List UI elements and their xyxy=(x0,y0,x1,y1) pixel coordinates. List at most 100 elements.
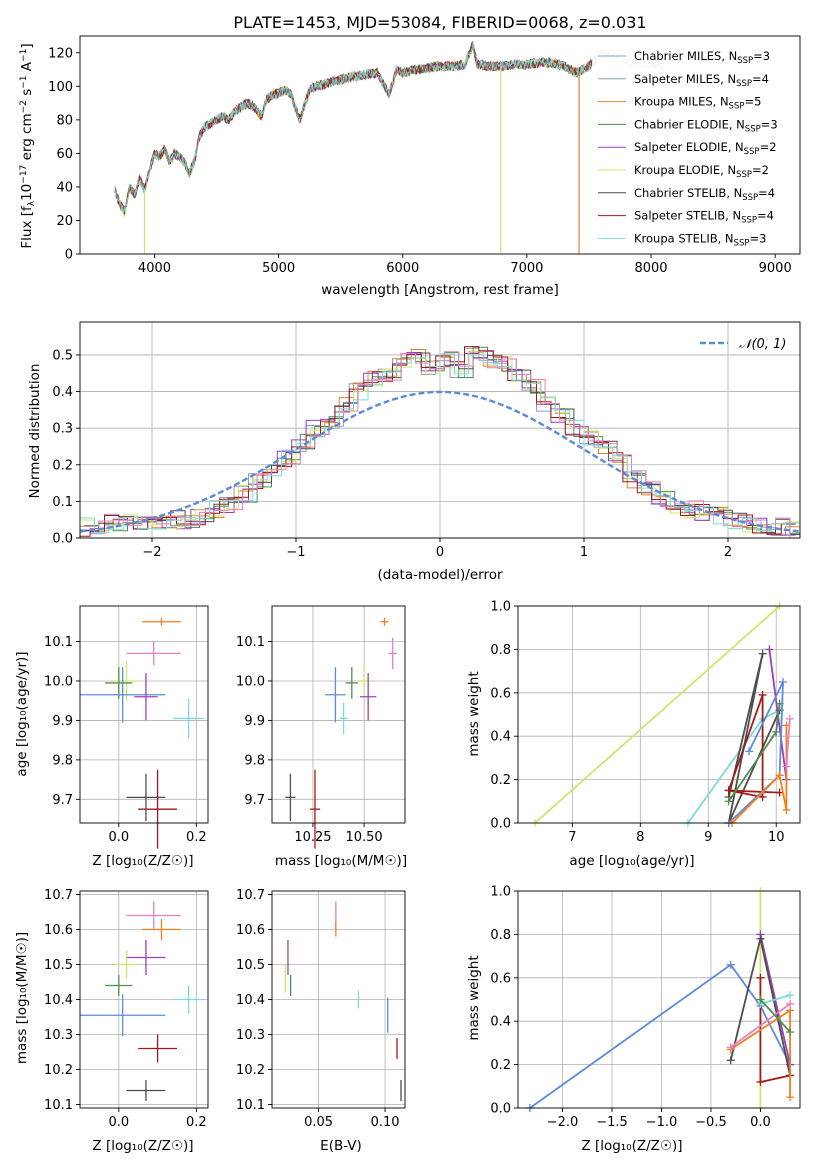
weight-series xyxy=(756,995,795,1037)
y-tick-label: 10.0 xyxy=(236,674,265,689)
weight-vs-z-plot: −2.0 −1.5 −1.0 −0.5 0.0 0.0 0.2 0.4 0.6 0.8 1.0 xyxy=(490,885,801,1130)
x-tick-label: 5000 xyxy=(262,261,295,276)
age-vs-mass-plot: 10.25 10.50 9.7 9.8 9.9 10.0 10.1 xyxy=(236,605,406,849)
x-tick-label: 10.50 xyxy=(345,830,382,845)
errorbar-point xyxy=(105,975,133,996)
residual-histogram xyxy=(80,350,800,533)
y-tick-label: 0.0 xyxy=(490,1102,511,1117)
errorbar-point xyxy=(105,667,133,699)
errorbar-point xyxy=(126,1080,166,1101)
mass-vs-ebv-xlabel: E(B-V) xyxy=(320,1138,362,1154)
x-tick-label: 8 xyxy=(636,830,644,845)
errorbar-point xyxy=(285,773,296,822)
residuals-plot: −2 −1 0 1 2 0.0 0.1 0.2 0.3 0.4 0.5 xyxy=(52,321,801,560)
axes-frame xyxy=(271,605,406,824)
mass-vs-z-plot: 0.0 0.2 10.1 10.2 10.3 10.4 10.5 10.6 10.7 xyxy=(44,888,209,1130)
y-tick-label: 60 xyxy=(56,147,73,162)
spectrum-line xyxy=(114,44,597,216)
y-tick-label: 0.8 xyxy=(490,643,511,658)
weight-series xyxy=(724,690,784,801)
residual-histogram xyxy=(80,346,796,537)
weight-series xyxy=(525,960,795,1112)
errorbar-point xyxy=(173,698,205,739)
weight-series xyxy=(724,677,788,827)
residuals-ylabel: Normed distribution xyxy=(27,364,43,499)
axes-frame xyxy=(271,890,406,1109)
y-tick-label: 9.8 xyxy=(244,753,265,768)
y-tick-label: 10.1 xyxy=(44,635,73,650)
x-tick-label: 10 xyxy=(768,830,785,845)
spectrum-panel: PLATE=1453, MJD=53084, FIBERID=0068, z=0… xyxy=(19,13,801,298)
legend-entry: Salpeter STELIB, NSSP=4 xyxy=(634,209,774,226)
y-tick-label: 10.5 xyxy=(44,958,73,973)
x-tick-label: 0.2 xyxy=(186,1115,207,1130)
normal-curve xyxy=(79,390,801,533)
y-tick-label: 80 xyxy=(56,113,73,128)
y-tick-label: 1.0 xyxy=(490,600,511,615)
x-tick-label: 9000 xyxy=(759,261,792,276)
age-vs-mass-panel: 10.25 10.50 9.7 9.8 9.9 10.0 10.1 mass [log₁₀(… xyxy=(236,605,407,869)
x-tick-label: −1.0 xyxy=(646,1115,678,1130)
normal-legend-label: 𝒩(0, 1) xyxy=(739,337,786,352)
y-tick-label: 10.2 xyxy=(44,1063,73,1078)
y-tick-label: 10.1 xyxy=(236,1098,265,1113)
mass-vs-z-xlabel: Z [log₁₀(Z/Z☉)] xyxy=(92,1138,193,1154)
y-tick-label: 10.1 xyxy=(236,635,265,650)
y-tick-label: 10.2 xyxy=(236,1063,265,1078)
weight-vs-age-panel: 7 8 9 10 0.0 0.2 0.4 0.6 0.8 1.0 age [log₁₀(age/y… xyxy=(466,600,801,869)
mass-vs-ebv-panel: 0.05 0.10 10.1 10.2 10.3 10.4 10.5 10.6 10.7 E(B… xyxy=(236,888,406,1154)
spectrum-line xyxy=(114,44,597,214)
data-marks xyxy=(80,901,205,1101)
y-tick-label: 9.9 xyxy=(244,714,265,729)
y-tick-label: 9.7 xyxy=(52,793,73,808)
errorbar-point xyxy=(359,673,377,721)
spectrum-plot: 4000 5000 6000 7000 8000 9000 0 20 40 60 80 100 120 xyxy=(48,35,801,276)
legend-background xyxy=(592,42,796,248)
spectrum-xlabel: wavelength [Angstrom, rest frame] xyxy=(321,282,559,298)
x-tick-label: 10.25 xyxy=(294,830,331,845)
y-tick-label: 0.0 xyxy=(490,817,511,832)
y-tick-label: 10.3 xyxy=(44,1028,73,1043)
spectrum-legend: Chabrier MILES, NSSP=3 Salpeter MILES, NS… xyxy=(592,42,796,248)
residuals-legend: 𝒩(0, 1) xyxy=(700,337,786,352)
y-tick-label: 0.1 xyxy=(52,495,73,510)
x-tick-label: 0.0 xyxy=(108,1115,129,1130)
y-tick-label: 9.9 xyxy=(52,714,73,729)
x-tick-label: 7 xyxy=(568,830,576,845)
figure-title: PLATE=1453, MJD=53084, FIBERID=0068, z=0… xyxy=(233,13,646,32)
errorbar-point xyxy=(339,702,348,735)
legend-entry: Chabrier ELODIE, NSSP=3 xyxy=(634,117,778,134)
y-tick-label: 0.2 xyxy=(52,458,73,473)
x-tick-label: 0.05 xyxy=(304,1115,333,1130)
axes-frame xyxy=(517,890,801,1109)
x-tick-label: −1 xyxy=(286,545,305,560)
y-tick-label: 10.4 xyxy=(236,993,265,1008)
x-tick-label: −0.5 xyxy=(695,1115,727,1130)
y-tick-label: 10.3 xyxy=(236,1028,265,1043)
x-tick-label: −2 xyxy=(142,545,161,560)
y-tick-label: 1.0 xyxy=(490,885,511,900)
weight-vs-z-panel: −2.0 −1.5 −1.0 −0.5 0.0 0.0 0.2 0.4 0.6 0.8 1.0 Z … xyxy=(466,885,801,1154)
errorbar-point xyxy=(388,637,397,670)
axes-frame xyxy=(517,605,801,824)
x-tick-label: 0.10 xyxy=(371,1115,400,1130)
age-vs-mass-xlabel: mass [log₁₀(M/M☉)] xyxy=(275,853,407,869)
errorbar-point xyxy=(126,773,166,822)
weight-series xyxy=(683,706,784,827)
y-tick-label: 10.1 xyxy=(44,1098,73,1113)
age-vs-z-plot: 0.0 0.2 9.7 9.8 9.9 10.0 10.1 xyxy=(44,605,209,849)
weight-vs-z-ylabel: mass weight xyxy=(466,955,482,1040)
errorbar-point xyxy=(142,617,181,626)
legend-entry: Kroupa STELIB, NSSP=3 xyxy=(634,231,766,248)
y-tick-label: 20 xyxy=(56,214,73,229)
data-marks xyxy=(80,617,205,849)
y-tick-label: 0.5 xyxy=(52,348,73,363)
residuals-panel: −2 −1 0 1 2 0.0 0.1 0.2 0.3 0.4 0.5 (data-model)/e… xyxy=(27,321,801,583)
axes-frame xyxy=(79,35,801,255)
y-tick-label: 0.0 xyxy=(52,532,73,547)
spectrum-ylabel: Flux [fλ10−17 erg cm−2 s−1 A−1] xyxy=(19,43,37,248)
weight-series xyxy=(724,699,784,806)
x-tick-label: 4000 xyxy=(138,261,171,276)
mass-vs-ebv-plot: 0.05 0.10 10.1 10.2 10.3 10.4 10.5 10.6 10.7 xyxy=(236,888,406,1130)
y-tick-label: 10.6 xyxy=(236,923,265,938)
